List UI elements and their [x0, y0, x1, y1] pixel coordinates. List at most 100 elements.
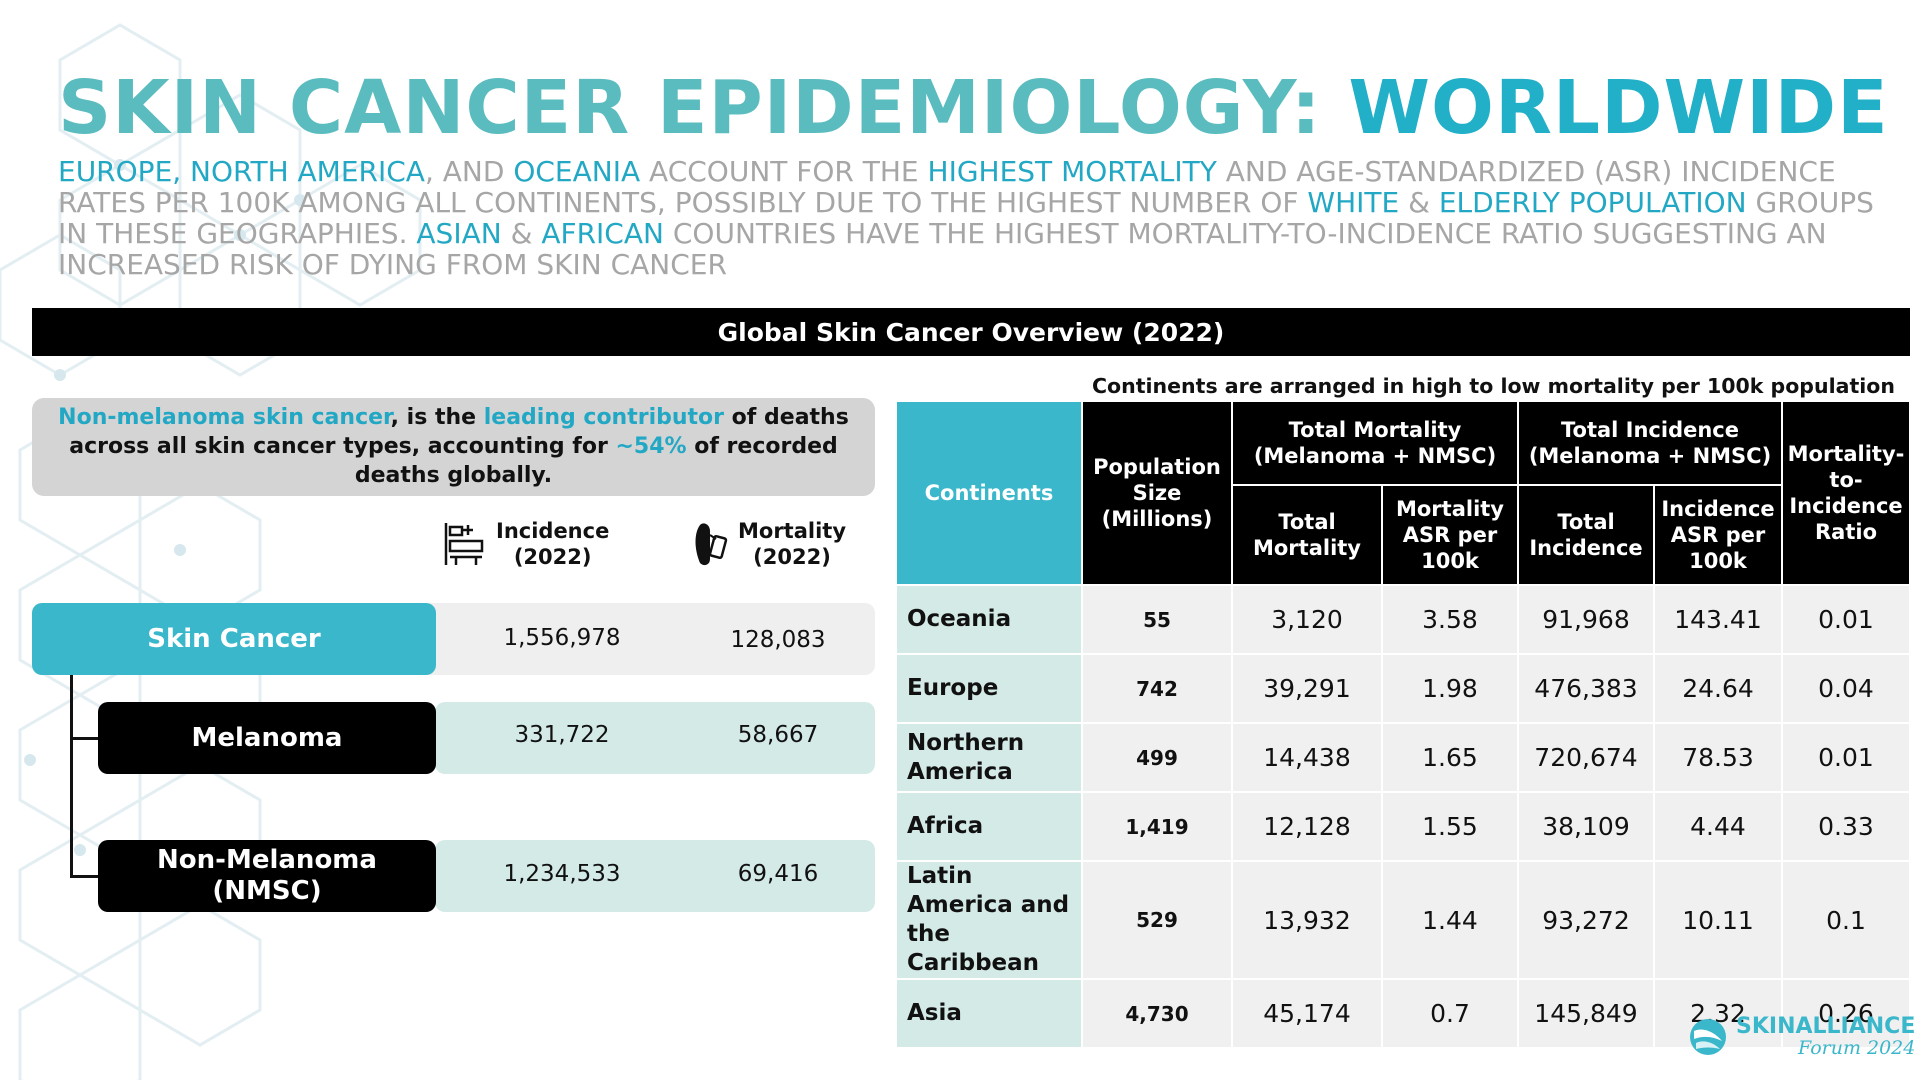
population-cell: 4,730: [1081, 978, 1233, 1049]
header-continents: Continents: [895, 400, 1083, 586]
ratio-cell: 0.26: [1781, 978, 1911, 1049]
melanoma-row-bar: [435, 702, 875, 774]
mortality-asr-cell: 3.58: [1381, 584, 1519, 655]
continent-name: Latin America and the Caribbean: [895, 860, 1083, 980]
title-part-1: SKIN CANCER EPIDEMIOLOGY:: [58, 65, 1322, 151]
subtitle-highlight: ASIAN: [416, 217, 502, 250]
total-mortality-cell: 45,174: [1231, 978, 1383, 1049]
table-row: Latin America and the Caribbean 529 13,9…: [895, 860, 1911, 980]
melanoma-mortality: 58,667: [737, 722, 819, 748]
note-text: of recorded deaths globally.: [354, 434, 838, 488]
header-ratio: Mortality-to-Incidence Ratio: [1781, 400, 1911, 586]
header-incidence-asr: Incidence ASR per 100k: [1653, 484, 1783, 586]
mortality-asr-cell: 1.65: [1381, 722, 1519, 793]
subtitle-text: COUNTRIES HAVE THE HIGHEST MORTALITY-TO-…: [58, 217, 1827, 281]
ratio-cell: 0.01: [1781, 722, 1911, 793]
logo-forum-text: Forum 2024: [1798, 1037, 1916, 1059]
hierarchy-connector-vertical: [70, 675, 73, 878]
continents-table: Continents Population Size (Millions) To…: [895, 400, 1911, 1049]
total-mortality-cell: 12,128: [1231, 791, 1383, 862]
mortality-asr-cell: 0.7: [1381, 978, 1519, 1049]
hierarchy-connector-melanoma: [70, 737, 98, 740]
subtitle-highlight: HIGHEST MORTALITY: [927, 155, 1217, 188]
population-cell: 742: [1081, 653, 1233, 724]
melanoma-label: Melanoma: [98, 702, 436, 774]
incidence-asr-cell: 10.11: [1653, 860, 1783, 980]
subtitle-text: &: [1399, 186, 1439, 219]
ratio-cell: 0.33: [1781, 791, 1911, 862]
total-mortality-cell: 39,291: [1231, 653, 1383, 724]
incidence-header-line2: (2022): [513, 545, 592, 569]
subtitle-highlight: OCEANIA: [513, 155, 641, 188]
table-row: Oceania 55 3,120 3.58 91,968 143.41 0.01: [895, 584, 1911, 655]
population-cell: 499: [1081, 722, 1233, 793]
subtitle-text: GROUPS IN THESE GEOGRAPHIES.: [58, 186, 1874, 250]
header-mortality-asr: Mortality ASR per 100k: [1381, 484, 1519, 586]
mortality-asr-cell: 1.44: [1381, 860, 1519, 980]
toe-tag-icon: [695, 523, 728, 566]
header-population: Population Size (Millions): [1081, 400, 1233, 586]
note-highlight: leading contributor: [483, 405, 725, 430]
table-caption: Continents are arranged in high to low m…: [1092, 374, 1895, 398]
nmsc-incidence: 1,234,533: [503, 861, 621, 887]
subtitle-text: , AND: [424, 155, 514, 188]
incidence-column-header: Incidence (2022): [442, 518, 609, 570]
total-mortality-cell: 13,932: [1231, 860, 1383, 980]
title-part-2: WORLDWIDE: [1348, 65, 1889, 151]
mortality-column-header: Mortality (2022): [692, 518, 846, 570]
mortality-asr-cell: 1.55: [1381, 791, 1519, 862]
total-incidence-cell: 38,109: [1517, 791, 1655, 862]
incidence-header-line1: Incidence: [496, 519, 610, 543]
table-row: Europe 742 39,291 1.98 476,383 24.64 0.0…: [895, 653, 1911, 724]
subtitle-highlight: ELDERLY POPULATION: [1438, 186, 1747, 219]
header-total-incidence: Total Incidence: [1517, 484, 1655, 586]
hierarchy-connector-nmsc: [70, 875, 98, 878]
continent-name: Europe: [895, 653, 1083, 724]
continent-name: Oceania: [895, 584, 1083, 655]
ratio-cell: 0.01: [1781, 584, 1911, 655]
key-insight-callout: Non-melanoma skin cancer, is the leading…: [32, 398, 875, 496]
mortality-header-line1: Mortality: [738, 519, 847, 543]
incidence-asr-cell: 4.44: [1653, 791, 1783, 862]
mortality-asr-cell: 1.98: [1381, 653, 1519, 724]
subtitle-highlight: EUROPE, NORTH AMERICA: [58, 155, 425, 188]
header-total-incidence-group: Total Incidence (Melanoma + NMSC): [1517, 400, 1783, 486]
total-incidence-cell: 476,383: [1517, 653, 1655, 724]
table-row: Asia 4,730 45,174 0.7 145,849 2.32 0.26: [895, 978, 1911, 1049]
continent-name: Asia: [895, 978, 1083, 1049]
skin-cancer-label: Skin Cancer: [32, 603, 436, 675]
incidence-asr-cell: 24.64: [1653, 653, 1783, 724]
total-incidence-cell: 720,674: [1517, 722, 1655, 793]
note-text: , is the: [390, 405, 484, 430]
nmsc-label: Non-Melanoma (NMSC): [98, 840, 436, 912]
total-incidence-cell: 145,849: [1517, 978, 1655, 1049]
hospital-bed-icon: [444, 523, 484, 565]
skinalliance-logo-mark: [1690, 1019, 1726, 1055]
page-subtitle: EUROPE, NORTH AMERICA, AND OCEANIA ACCOU…: [58, 156, 1878, 280]
header-total-mortality-group: Total Mortality (Melanoma + NMSC): [1231, 400, 1519, 486]
total-incidence-cell: 91,968: [1517, 584, 1655, 655]
incidence-asr-cell: 143.41: [1653, 584, 1783, 655]
note-text: of deaths across all skin cancer types, …: [69, 405, 849, 459]
population-cell: 529: [1081, 860, 1233, 980]
note-highlight: ~54%: [615, 434, 687, 459]
total-mortality-cell: 3,120: [1231, 584, 1383, 655]
subtitle-text: ACCOUNT FOR THE: [640, 155, 928, 188]
continent-name: Africa: [895, 791, 1083, 862]
nmsc-row-bar: [435, 840, 875, 912]
ratio-cell: 0.04: [1781, 653, 1911, 724]
population-cell: 55: [1081, 584, 1233, 655]
nmsc-label-line2: (NMSC): [212, 876, 322, 906]
skinalliance-logo: SKINALLIANCE Forum 2024: [1688, 1016, 1915, 1058]
melanoma-incidence: 331,722: [514, 722, 610, 748]
nmsc-mortality: 69,416: [737, 861, 819, 887]
mortality-header-line2: (2022): [753, 545, 831, 569]
subtitle-text: AND AGE-STANDARDIZED (ASR) INCIDENCE RAT…: [58, 155, 1836, 219]
total-incidence-cell: 93,272: [1517, 860, 1655, 980]
page-title: SKIN CANCER EPIDEMIOLOGY: WORLDWIDE: [58, 65, 1889, 151]
note-highlight: Non-melanoma skin cancer: [58, 405, 391, 430]
incidence-asr-cell: 78.53: [1653, 722, 1783, 793]
skin-cancer-incidence: 1,556,978: [503, 625, 621, 651]
ratio-cell: 0.1: [1781, 860, 1911, 980]
subtitle-highlight: AFRICAN: [541, 217, 664, 250]
